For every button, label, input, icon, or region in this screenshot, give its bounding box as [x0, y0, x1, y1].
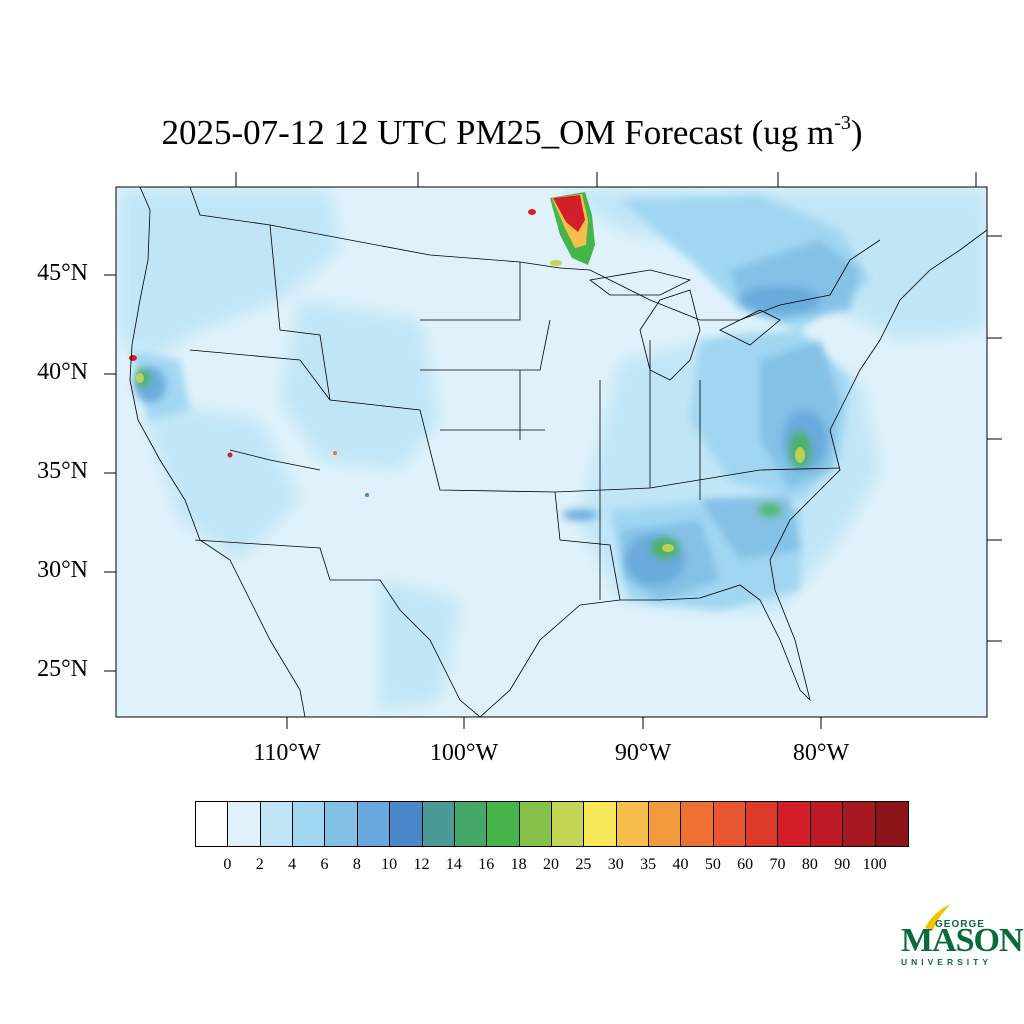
colorbar-swatch — [390, 802, 423, 846]
plume-spot-1 — [528, 209, 536, 215]
spot-arkansas — [562, 509, 598, 521]
logo-flame-icon — [925, 904, 951, 930]
lon-label-90: 90°W — [614, 740, 672, 766]
fire-spot-new-mexico — [365, 493, 369, 497]
colorbar-tick-label: 70 — [769, 856, 786, 873]
colorbar-tick-label: 16 — [478, 856, 495, 873]
colorbar-swatch — [196, 802, 229, 846]
george-mason-logo: GEORGE MASON UNIVERSITY — [895, 900, 1024, 970]
colorbar-swatch — [422, 802, 455, 846]
axis-ticks — [104, 172, 1002, 729]
lat-label-35: 35°N — [37, 458, 88, 484]
colorbar-swatch — [778, 802, 811, 846]
boundaries — [129, 187, 987, 717]
colorbar-tick-label: 80 — [801, 856, 818, 873]
us-canada-border-west — [189, 187, 561, 269]
colorbar-tick-label: 14 — [445, 856, 462, 873]
colorbar-tick-label: 18 — [510, 856, 527, 873]
colorbar-swatch — [228, 802, 261, 846]
colorbar-swatch — [649, 802, 682, 846]
colorbar-tick-label: 50 — [704, 856, 721, 873]
fire-plume — [129, 192, 595, 497]
colorbar-swatch — [487, 802, 520, 846]
us-mexico-border — [194, 539, 481, 717]
map-title: 2025-07-12 12 UTC PM25_OM Forecast (ug m… — [0, 112, 1024, 153]
field-rockies — [280, 300, 440, 470]
field-northwest — [120, 190, 340, 360]
interior-lines-3 — [519, 340, 701, 600]
colorbar-tick-label: 12 — [413, 856, 430, 873]
colorbar-tick-label: 4 — [288, 856, 297, 873]
colorbar-tick-label: 6 — [320, 856, 329, 873]
interior-lines-1 — [269, 224, 621, 601]
colorbar-swatch — [357, 802, 391, 846]
field-mexico — [380, 580, 460, 710]
colorbar-swatch — [681, 802, 714, 846]
lat-label-40: 40°N — [37, 359, 88, 385]
gulf-atlantic-coast — [479, 229, 987, 717]
colorbar-tick-label: 90 — [834, 856, 851, 873]
lon-label-100: 100°W — [429, 740, 499, 766]
lon-label-80: 80°W — [792, 740, 850, 766]
spot-green-carolina — [758, 504, 782, 516]
colorbar-tick-label: 10 — [381, 856, 398, 873]
lake-superior — [589, 269, 692, 296]
colorbar-tick-label: 2 — [255, 856, 264, 873]
logo-george: GEORGE — [935, 919, 985, 930]
lake-michigan — [639, 289, 701, 381]
fire-spot-nevada — [227, 452, 233, 458]
colorbar-swatch — [454, 802, 488, 846]
colorbar-swatch — [616, 802, 650, 846]
title-text: 2025-07-12 12 UTC PM25_OM Forecast (ug m — [161, 113, 835, 152]
logo-university: UNIVERSITY — [901, 957, 993, 967]
colorbar-tick-label: 20 — [543, 856, 559, 873]
colorbar-tick-label: 35 — [640, 856, 657, 873]
lake-erie-ontario — [719, 309, 781, 346]
colorbar-tick-label: 100 — [862, 856, 887, 873]
colorbar-tick-label: 8 — [352, 856, 361, 873]
plume-spot-2 — [550, 260, 562, 266]
colorbar-tick-label: 60 — [737, 856, 754, 873]
title-superscript: -3 — [834, 112, 851, 134]
colorbar-swatch — [875, 802, 908, 846]
colorbar-tick-label: 25 — [575, 856, 592, 873]
spot-yellow-virginia — [795, 447, 805, 463]
field-southwest — [140, 400, 300, 560]
colorbar-tick-label: 0 — [223, 856, 232, 873]
colorbar-swatch — [584, 802, 617, 846]
colorbar-swatch — [519, 802, 552, 846]
interior-lines-2 — [189, 262, 841, 493]
colorbar-tick-label: 40 — [672, 856, 689, 873]
spot-yellow-mississippi — [662, 544, 674, 552]
west-coast — [129, 187, 306, 717]
colorbar-swatch — [746, 802, 779, 846]
colorbar-swatch — [551, 802, 585, 846]
lon-label-110: 110°W — [253, 740, 321, 766]
map-frame — [115, 186, 988, 718]
colorbar-tick-label: 30 — [607, 856, 624, 873]
colorbar-swatch — [810, 802, 844, 846]
lat-label-25: 25°N — [37, 656, 88, 682]
colorbar-swatch — [843, 802, 876, 846]
spot-yellow-california — [136, 373, 144, 383]
colorbar-swatch — [260, 802, 294, 846]
colorbar-swatch — [325, 802, 358, 846]
plume-red — [553, 195, 585, 232]
concentration-field — [120, 190, 987, 710]
fire-spot-utah — [333, 451, 337, 455]
title-close: ) — [850, 113, 863, 152]
colorbar — [195, 801, 909, 847]
colorbar-swatch — [293, 802, 326, 846]
lat-label-45: 45°N — [37, 260, 88, 286]
spot-quebec — [740, 286, 820, 314]
fire-spot-california — [129, 355, 137, 361]
lat-label-30: 30°N — [37, 557, 88, 583]
colorbar-swatch — [713, 802, 747, 846]
logo-mason: MASON — [901, 922, 1024, 959]
